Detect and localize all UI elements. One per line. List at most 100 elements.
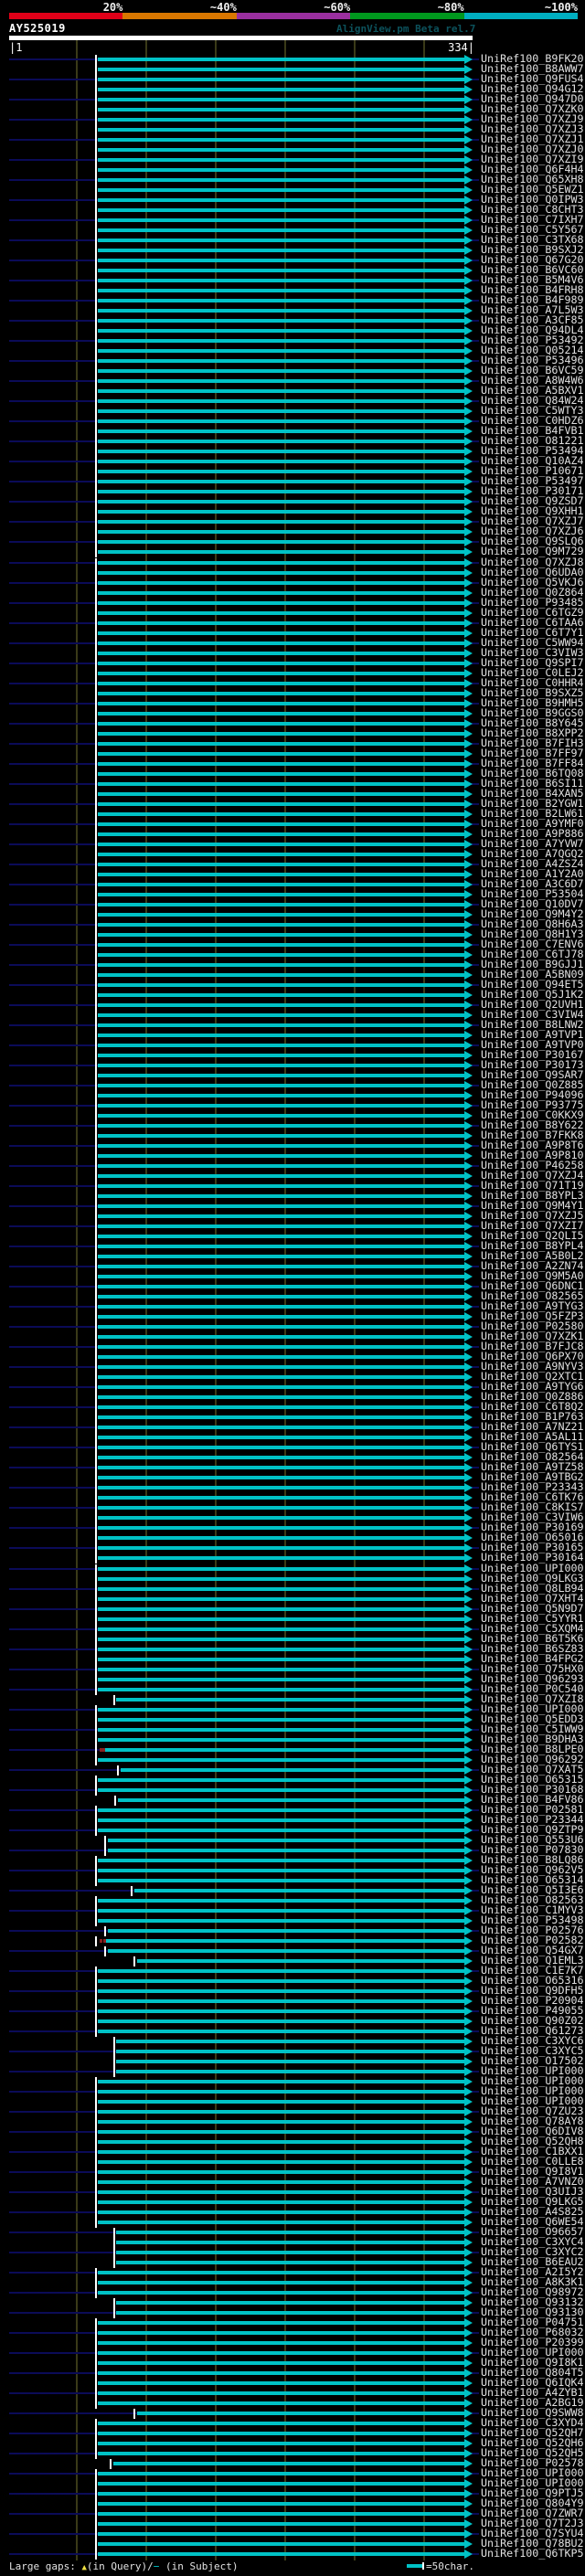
hit-accession-label[interactable]: UniRef100_O65315 (481, 1772, 584, 1786)
alignment-bar[interactable] (98, 1627, 464, 1631)
alignment-bar[interactable] (98, 1998, 464, 2003)
alignment-bar[interactable] (98, 1104, 464, 1108)
hit-accession-label[interactable]: UniRef100_B9FK20 (481, 52, 584, 65)
alignment-bar[interactable] (98, 2542, 464, 2547)
alignment-bar[interactable] (107, 1848, 464, 1852)
alignment-bar[interactable] (98, 1053, 464, 1057)
alignment-bar[interactable] (98, 349, 464, 354)
alignment-bar[interactable] (98, 651, 464, 655)
hit-accession-label[interactable]: UniRef100_Q8LB94 (481, 1581, 584, 1595)
hit-accession-label[interactable]: UniRef100_Q0Z864 (481, 585, 584, 599)
hit-accession-label[interactable]: UniRef100_P02581 (481, 1802, 584, 1816)
alignment-bar[interactable] (116, 2231, 464, 2235)
hit-accession-label[interactable]: UniRef100_P46258 (481, 1159, 584, 1172)
alignment-bar[interactable] (98, 892, 464, 896)
alignment-bar[interactable] (98, 842, 464, 846)
alignment-bar[interactable] (98, 249, 464, 253)
hit-accession-label[interactable]: UniRef100_A1Y2A0 (481, 866, 584, 880)
alignment-bar[interactable] (98, 2512, 464, 2517)
alignment-bar[interactable] (98, 1988, 464, 1993)
alignment-bar[interactable] (98, 972, 464, 977)
alignment-bar[interactable] (98, 2532, 464, 2537)
hit-accession-label[interactable]: UniRef100_A5B0L2 (481, 1249, 584, 1263)
alignment-bar[interactable] (98, 148, 464, 153)
alignment-bar[interactable] (98, 1114, 464, 1118)
hit-accession-label[interactable]: UniRef100_Q6UDA0 (481, 565, 584, 578)
alignment-bar[interactable] (107, 1928, 464, 1933)
alignment-bar[interactable] (98, 490, 464, 494)
hit-accession-label[interactable]: UniRef100_C1BXX1 (481, 2145, 584, 2158)
hit-accession-label[interactable]: UniRef100_Q6TYS1 (481, 1440, 584, 1454)
hit-accession-label[interactable]: UniRef100_C6T8Q2 (481, 1400, 584, 1414)
hit-accession-label[interactable]: UniRef100_P02576 (481, 1923, 584, 1936)
alignment-bar[interactable] (98, 2291, 464, 2295)
hit-accession-label[interactable]: UniRef100_P30171 (481, 484, 584, 498)
hit-accession-label[interactable]: UniRef100_P53498 (481, 1913, 584, 1926)
alignment-bar[interactable] (98, 2110, 464, 2115)
alignment-bar[interactable] (133, 1888, 464, 1892)
hit-accession-label[interactable]: UniRef100_B6SZ83 (481, 1641, 584, 1655)
hit-accession-label[interactable]: UniRef100_C1E7K7 (481, 1963, 584, 1977)
alignment-bar[interactable] (98, 299, 464, 303)
alignment-bar[interactable] (98, 801, 464, 806)
hit-accession-label[interactable]: UniRef100_A9P8T6 (481, 1139, 584, 1152)
hit-accession-label[interactable]: UniRef100_Q9M4Y2 (481, 906, 584, 920)
alignment-bar[interactable] (98, 1687, 464, 1691)
hit-accession-label[interactable]: UniRef100_P53504 (481, 886, 584, 900)
hit-accession-label[interactable]: UniRef100_O82565 (481, 1289, 584, 1303)
hit-accession-label[interactable]: UniRef100_B2YGW1 (481, 796, 584, 810)
alignment-bar[interactable] (98, 1466, 464, 1470)
hit-accession-label[interactable]: UniRef100_B8Y645 (481, 716, 584, 729)
alignment-bar[interactable] (98, 852, 464, 856)
hit-accession-label[interactable]: UniRef100_P10671 (481, 464, 584, 478)
hit-accession-label[interactable]: UniRef100_B9SXJ2 (481, 243, 584, 257)
alignment-bar[interactable] (98, 1918, 464, 1923)
alignment-bar[interactable] (98, 661, 464, 665)
hit-accession-label[interactable]: UniRef100_C5YYR1 (481, 1611, 584, 1625)
hit-accession-label[interactable]: UniRef100_C5IWW9 (481, 1722, 584, 1735)
hit-accession-label[interactable]: UniRef100_C3TX68 (481, 233, 584, 247)
alignment-bar[interactable] (98, 239, 464, 243)
hit-accession-label[interactable]: UniRef100_Q96293 (481, 1671, 584, 1685)
alignment-bar[interactable] (98, 1506, 464, 1511)
hit-accession-label[interactable]: UniRef100_Q93130 (481, 2306, 584, 2319)
alignment-bar[interactable] (98, 1596, 464, 1601)
hit-accession-label[interactable]: UniRef100_Q2UVH1 (481, 997, 584, 1011)
alignment-bar[interactable] (98, 68, 464, 71)
hit-accession-label[interactable]: UniRef100_A7QGQ2 (481, 846, 584, 860)
hit-accession-label[interactable]: UniRef100_Q0Z885 (481, 1078, 584, 1092)
alignment-bar[interactable] (98, 2351, 464, 2356)
hit-accession-label[interactable]: UniRef100_A2I5Y2 (481, 2265, 584, 2279)
hit-accession-label[interactable]: UniRef100_C0LLE8 (481, 2155, 584, 2168)
alignment-bar[interactable] (98, 88, 464, 92)
hit-accession-label[interactable]: UniRef100_UPI000.. (481, 2074, 585, 2087)
hit-accession-label[interactable]: UniRef100_B9SXZ5 (481, 685, 584, 699)
alignment-bar[interactable] (98, 862, 464, 866)
alignment-bar[interactable] (98, 922, 464, 927)
hit-accession-label[interactable]: UniRef100_P93485 (481, 595, 584, 609)
alignment-bar[interactable] (98, 2472, 464, 2476)
hit-accession-label[interactable]: UniRef100_Q0Z886 (481, 1390, 584, 1404)
hit-accession-label[interactable]: UniRef100_Q7XZJ8 (481, 555, 584, 568)
hit-accession-label[interactable]: UniRef100_B9DHA3 (481, 1732, 584, 1745)
hit-accession-label[interactable]: UniRef100_B6VC59 (481, 364, 584, 377)
alignment-bar[interactable] (98, 2442, 464, 2446)
alignment-bar[interactable] (116, 2049, 464, 2053)
hit-accession-label[interactable]: UniRef100_Q9ZTP9 (481, 1822, 584, 1836)
alignment-bar[interactable] (98, 952, 464, 957)
hit-accession-label[interactable]: UniRef100_A4S825 (481, 2205, 584, 2219)
alignment-bar[interactable] (98, 1426, 464, 1430)
hit-accession-label[interactable]: UniRef100_Q10DV7 (481, 896, 584, 910)
hit-accession-label[interactable]: UniRef100_UPI000.. (481, 2346, 585, 2359)
hit-accession-label[interactable]: UniRef100_P30167 (481, 1047, 584, 1061)
alignment-bar[interactable] (98, 932, 464, 937)
alignment-bar[interactable] (98, 1787, 464, 1792)
hit-accession-label[interactable]: UniRef100_Q52QH6 (481, 2436, 584, 2450)
alignment-bar[interactable] (98, 440, 464, 444)
alignment-bar[interactable] (98, 2502, 464, 2507)
hit-accession-label[interactable]: UniRef100_Q9XHH1 (481, 504, 584, 518)
alignment-bar[interactable] (98, 1405, 464, 1410)
hit-accession-label[interactable]: UniRef100_A8K3K1 (481, 2275, 584, 2289)
hit-accession-label[interactable]: UniRef100_P53496 (481, 354, 584, 367)
alignment-bar[interactable] (116, 2039, 464, 2043)
